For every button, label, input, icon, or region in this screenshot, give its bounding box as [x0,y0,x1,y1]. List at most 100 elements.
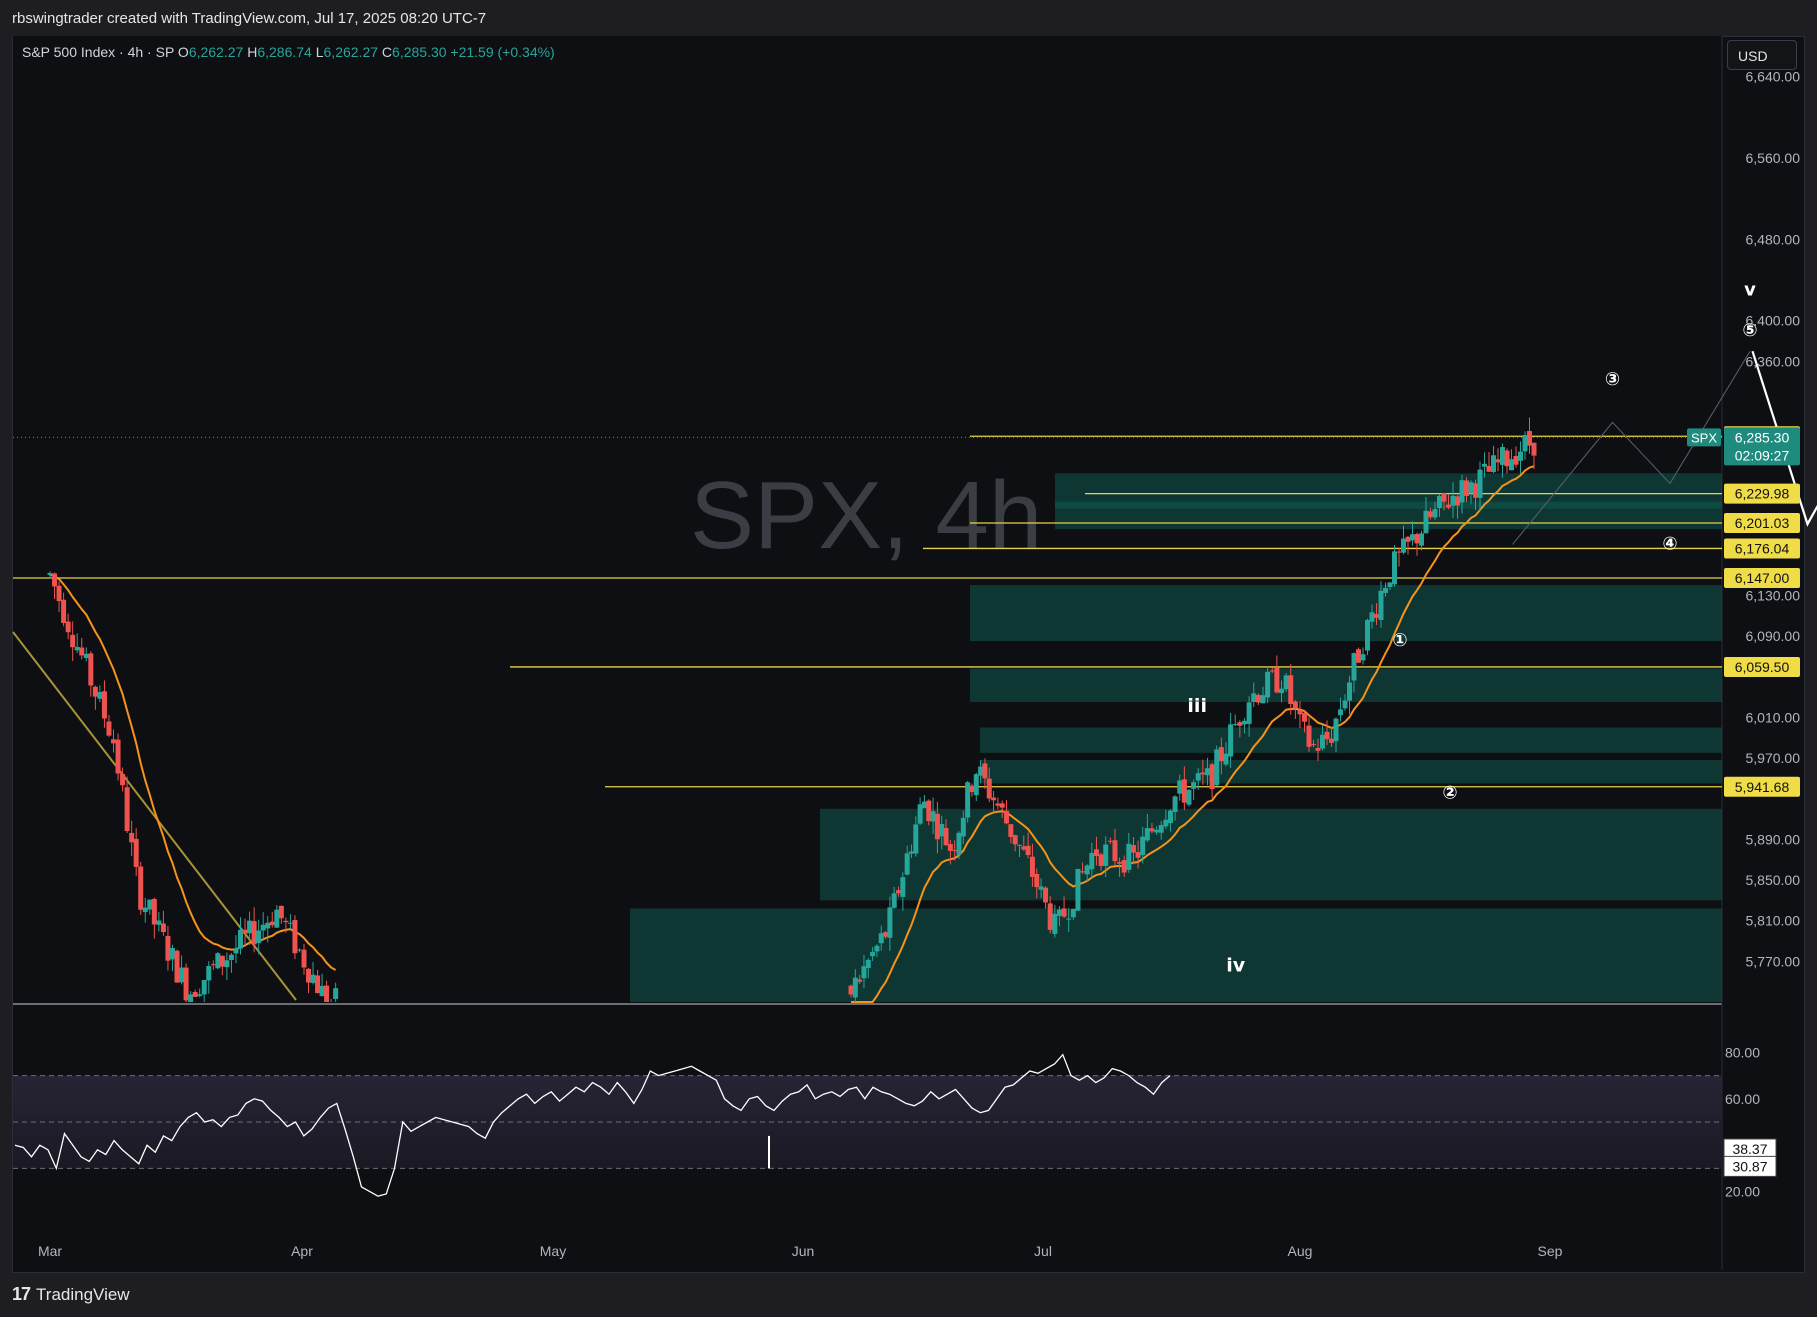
candle-up [1140,836,1146,856]
candle-up [904,853,910,875]
candle-up [1491,455,1496,473]
candle-down [857,979,863,982]
candle-up [1347,682,1352,701]
currency-button[interactable]: USD [1727,40,1797,70]
wave-label: iii [1187,695,1207,717]
candle-up [978,766,984,776]
candle-down [896,890,902,894]
candle-down [1269,670,1275,672]
candle-down [1441,493,1447,502]
time-tick: Jul [1034,1243,1052,1259]
candle-up [1103,844,1109,867]
candle-down [943,827,949,846]
candle-down [1016,844,1022,846]
candle-down [1008,824,1014,837]
price-tick: 6,480.00 [1746,231,1801,247]
candle-down [1274,667,1280,693]
candle-up [1410,534,1415,541]
candle-up [939,824,945,837]
candle-down [1117,862,1123,864]
candle-down [1446,504,1451,508]
time-tick: May [540,1243,566,1259]
candle-up [870,951,876,957]
demand-zone-4 [970,668,1722,703]
candle-down [101,691,107,719]
candle-up [1241,720,1247,725]
candle-down [1356,649,1361,663]
candle-down [269,921,275,926]
candle-up [260,924,266,931]
price-tick: 6,090.00 [1746,628,1801,644]
candle-down [324,985,330,1002]
symbol-tag [1687,428,1721,447]
watermark: SPX, 4h [690,462,1042,569]
candle-down [92,686,98,697]
rsi-value-label: 38.37 [1732,1141,1767,1157]
wave-count-guide [1512,350,1751,545]
candle-up [1038,886,1044,890]
candle-up [1401,538,1406,553]
candle-down [151,898,157,925]
candle-down [1043,887,1049,903]
candle-down [1034,873,1040,888]
countdown-label: 02:09:27 [1735,447,1790,463]
current-price-label: 6,285.30 [1735,429,1790,445]
candle-up [1437,495,1442,508]
candle-up [256,930,262,944]
candle-up [188,994,194,1002]
candle-down [1209,764,1215,790]
candle-down [1025,845,1031,856]
demand-zone-8 [630,908,1722,1002]
price-tick: 5,810.00 [1746,913,1801,929]
candle-down [1302,712,1307,722]
level-badge [1724,513,1800,534]
candle-down [1200,772,1206,775]
candle-up [1089,852,1095,870]
level-badge [1724,483,1800,504]
candle-down [88,653,94,686]
candle-down [1061,908,1067,917]
tradingview-logo[interactable]: 17 TradingView [12,1284,130,1305]
candle-up [908,851,914,854]
candle-down [1504,450,1510,467]
candle-up [142,907,148,913]
candle-up [1387,582,1393,587]
rsi-tick: 80.00 [1725,1044,1760,1060]
candle-up [1126,843,1132,870]
candle-down [1464,480,1469,496]
candle-up [1320,734,1325,749]
rsi-tick: 20.00 [1725,1184,1760,1200]
candle-down [934,813,940,840]
candle-up [1066,918,1072,920]
candle-up [179,967,185,983]
candle-down [61,599,67,623]
candle-up [1278,688,1284,694]
candle-up [265,922,271,929]
demand-zone-6 [980,759,1722,784]
price-tick: 5,850.00 [1746,872,1801,888]
candle-up [1360,654,1366,661]
descending-trendline [12,631,297,1001]
candle-down [210,964,216,966]
time-tick: Apr [291,1243,313,1259]
footer-bar [0,1273,1817,1317]
candle-down [79,647,85,656]
candle-down [1080,871,1086,873]
candle-down [982,763,988,779]
candle-up [147,899,153,910]
level-badge-label: 6,176.04 [1735,540,1790,556]
price-tick: 6,010.00 [1746,709,1801,725]
candle-down [52,573,58,587]
time-tick: Mar [38,1243,62,1259]
candle-down [986,778,992,799]
candle-up [1500,447,1505,465]
candle-down [1311,743,1316,746]
candle-down [1324,731,1330,740]
candle-down [848,985,854,995]
candle-up [1333,718,1339,742]
candle-up [1070,908,1076,918]
candle-up [1260,695,1266,704]
candle-up [1172,796,1178,812]
candle-down [133,838,139,867]
